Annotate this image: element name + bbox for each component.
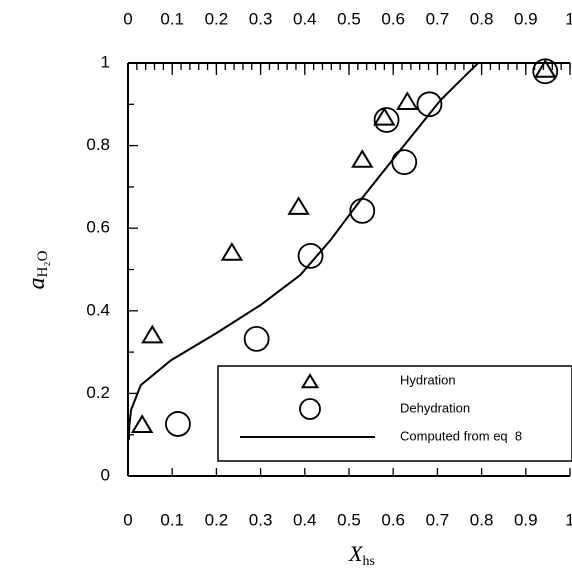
x-tick-label: 0.5 [337,510,361,529]
triangle-marker [373,106,396,126]
x2-tick-label: 0.1 [160,9,184,28]
circle-marker [391,149,418,176]
circle-marker [416,91,443,118]
x2-tick-label: 0.8 [470,9,494,28]
legend-label: Hydration [400,372,456,387]
circle-marker [349,197,376,224]
legend-triangle [300,373,320,389]
x-tick-label: 0.7 [426,510,450,529]
x-tick-label: 0.6 [381,510,405,529]
legend-label: Dehydration [400,400,470,415]
y-label-sub: H₂O [35,250,51,277]
curve [128,63,479,441]
x2-tick-label: 0.6 [381,9,405,28]
triangle-marker [396,91,419,110]
y-tick-label: 0.6 [86,218,110,237]
circle-marker [373,107,400,133]
x2-tick-label: 0.9 [514,9,538,28]
y-tick-label: 0 [101,465,110,484]
x-axis-title: Xhs [348,541,375,569]
circle-marker [243,325,270,352]
circle-marker [165,411,191,437]
x-tick-label: 0 [123,510,132,529]
y-tick-label: 0.2 [86,383,110,402]
y-tick-label: 0.8 [86,135,110,154]
y-tick-label: 0.4 [86,300,110,319]
y-axis-title: aH₂O [24,250,52,289]
x2-tick-label: 0.3 [249,9,273,28]
x-label-main: X [348,541,364,566]
legend-box [217,365,572,462]
legend-label: Computed from eq 8 [400,428,522,443]
triangle-marker [351,149,374,168]
x2-tick-label: 0.5 [337,9,361,28]
x-tick-label: 0.3 [249,510,273,529]
x2-tick-label: 0.2 [205,9,229,28]
triangle-marker [130,414,154,433]
x-tick-label: 0.4 [293,510,317,529]
triangle-marker [220,242,244,261]
x2-tick-label: 1 [565,9,572,28]
x2-tick-label: 0 [123,9,132,28]
x-label-sub: hs [363,554,375,569]
x-tick-label: 0.9 [514,510,538,529]
triangle-marker [534,59,557,78]
legend-circle [299,398,321,420]
x-tick-label: 0.8 [470,510,494,529]
x-tick-label: 1 [565,510,572,529]
circle-marker [532,58,559,85]
triangle-marker [287,196,310,215]
x2-tick-label: 0.7 [426,9,450,28]
x-tick-label: 0.2 [205,510,229,529]
y-tick-label: 1 [101,52,110,71]
circle-marker [297,242,324,269]
y-label-main: a [24,277,50,289]
triangle-marker [141,324,164,344]
x-tick-label: 0.1 [160,510,184,529]
x2-tick-label: 0.4 [293,9,317,28]
